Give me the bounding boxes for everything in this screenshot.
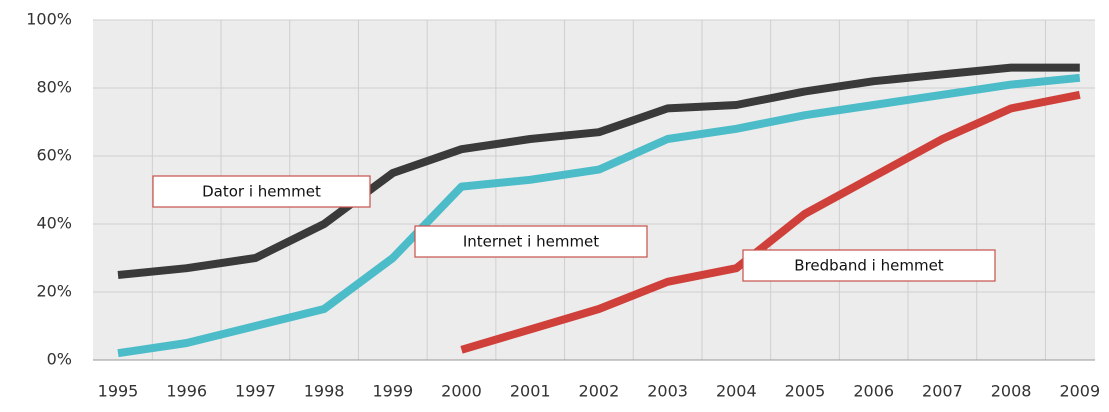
x-tick-label: 1996	[166, 382, 207, 401]
series-line	[117, 73, 1081, 358]
x-tick-label: 2008	[991, 382, 1032, 401]
label-box	[152, 175, 371, 208]
x-tick-label: 1997	[235, 382, 276, 401]
x-tick-label: 2003	[647, 382, 688, 401]
x-tick-label: 1998	[304, 382, 345, 401]
series-label: Internet i hemmet	[463, 233, 599, 251]
series-label: Bredband i hemmet	[794, 257, 944, 275]
y-tick-label: 0%	[47, 350, 72, 369]
y-tick-label: 20%	[36, 282, 72, 301]
y-tick-label: 60%	[36, 146, 72, 165]
x-tick-label: 2007	[922, 382, 963, 401]
y-tick-label: 80%	[36, 78, 72, 97]
x-tick-label: 2006	[853, 382, 894, 401]
y-tick-label: 40%	[36, 214, 72, 233]
x-tick-label: 1995	[98, 382, 139, 401]
series-line	[117, 63, 1080, 279]
label-box	[414, 225, 648, 258]
label-box	[742, 249, 996, 282]
series-line	[460, 90, 1081, 354]
x-tick-label: 2004	[716, 382, 757, 401]
x-tick-label: 2000	[441, 382, 482, 401]
y-tick-label: 100%	[26, 10, 72, 29]
x-tick-label: 2001	[510, 382, 551, 401]
x-tick-label: 2005	[785, 382, 826, 401]
series-label: Dator i hemmet	[202, 183, 321, 201]
x-tick-label: 1999	[372, 382, 413, 401]
x-tick-label: 2002	[579, 382, 620, 401]
x-tick-label: 2009	[1059, 382, 1100, 401]
